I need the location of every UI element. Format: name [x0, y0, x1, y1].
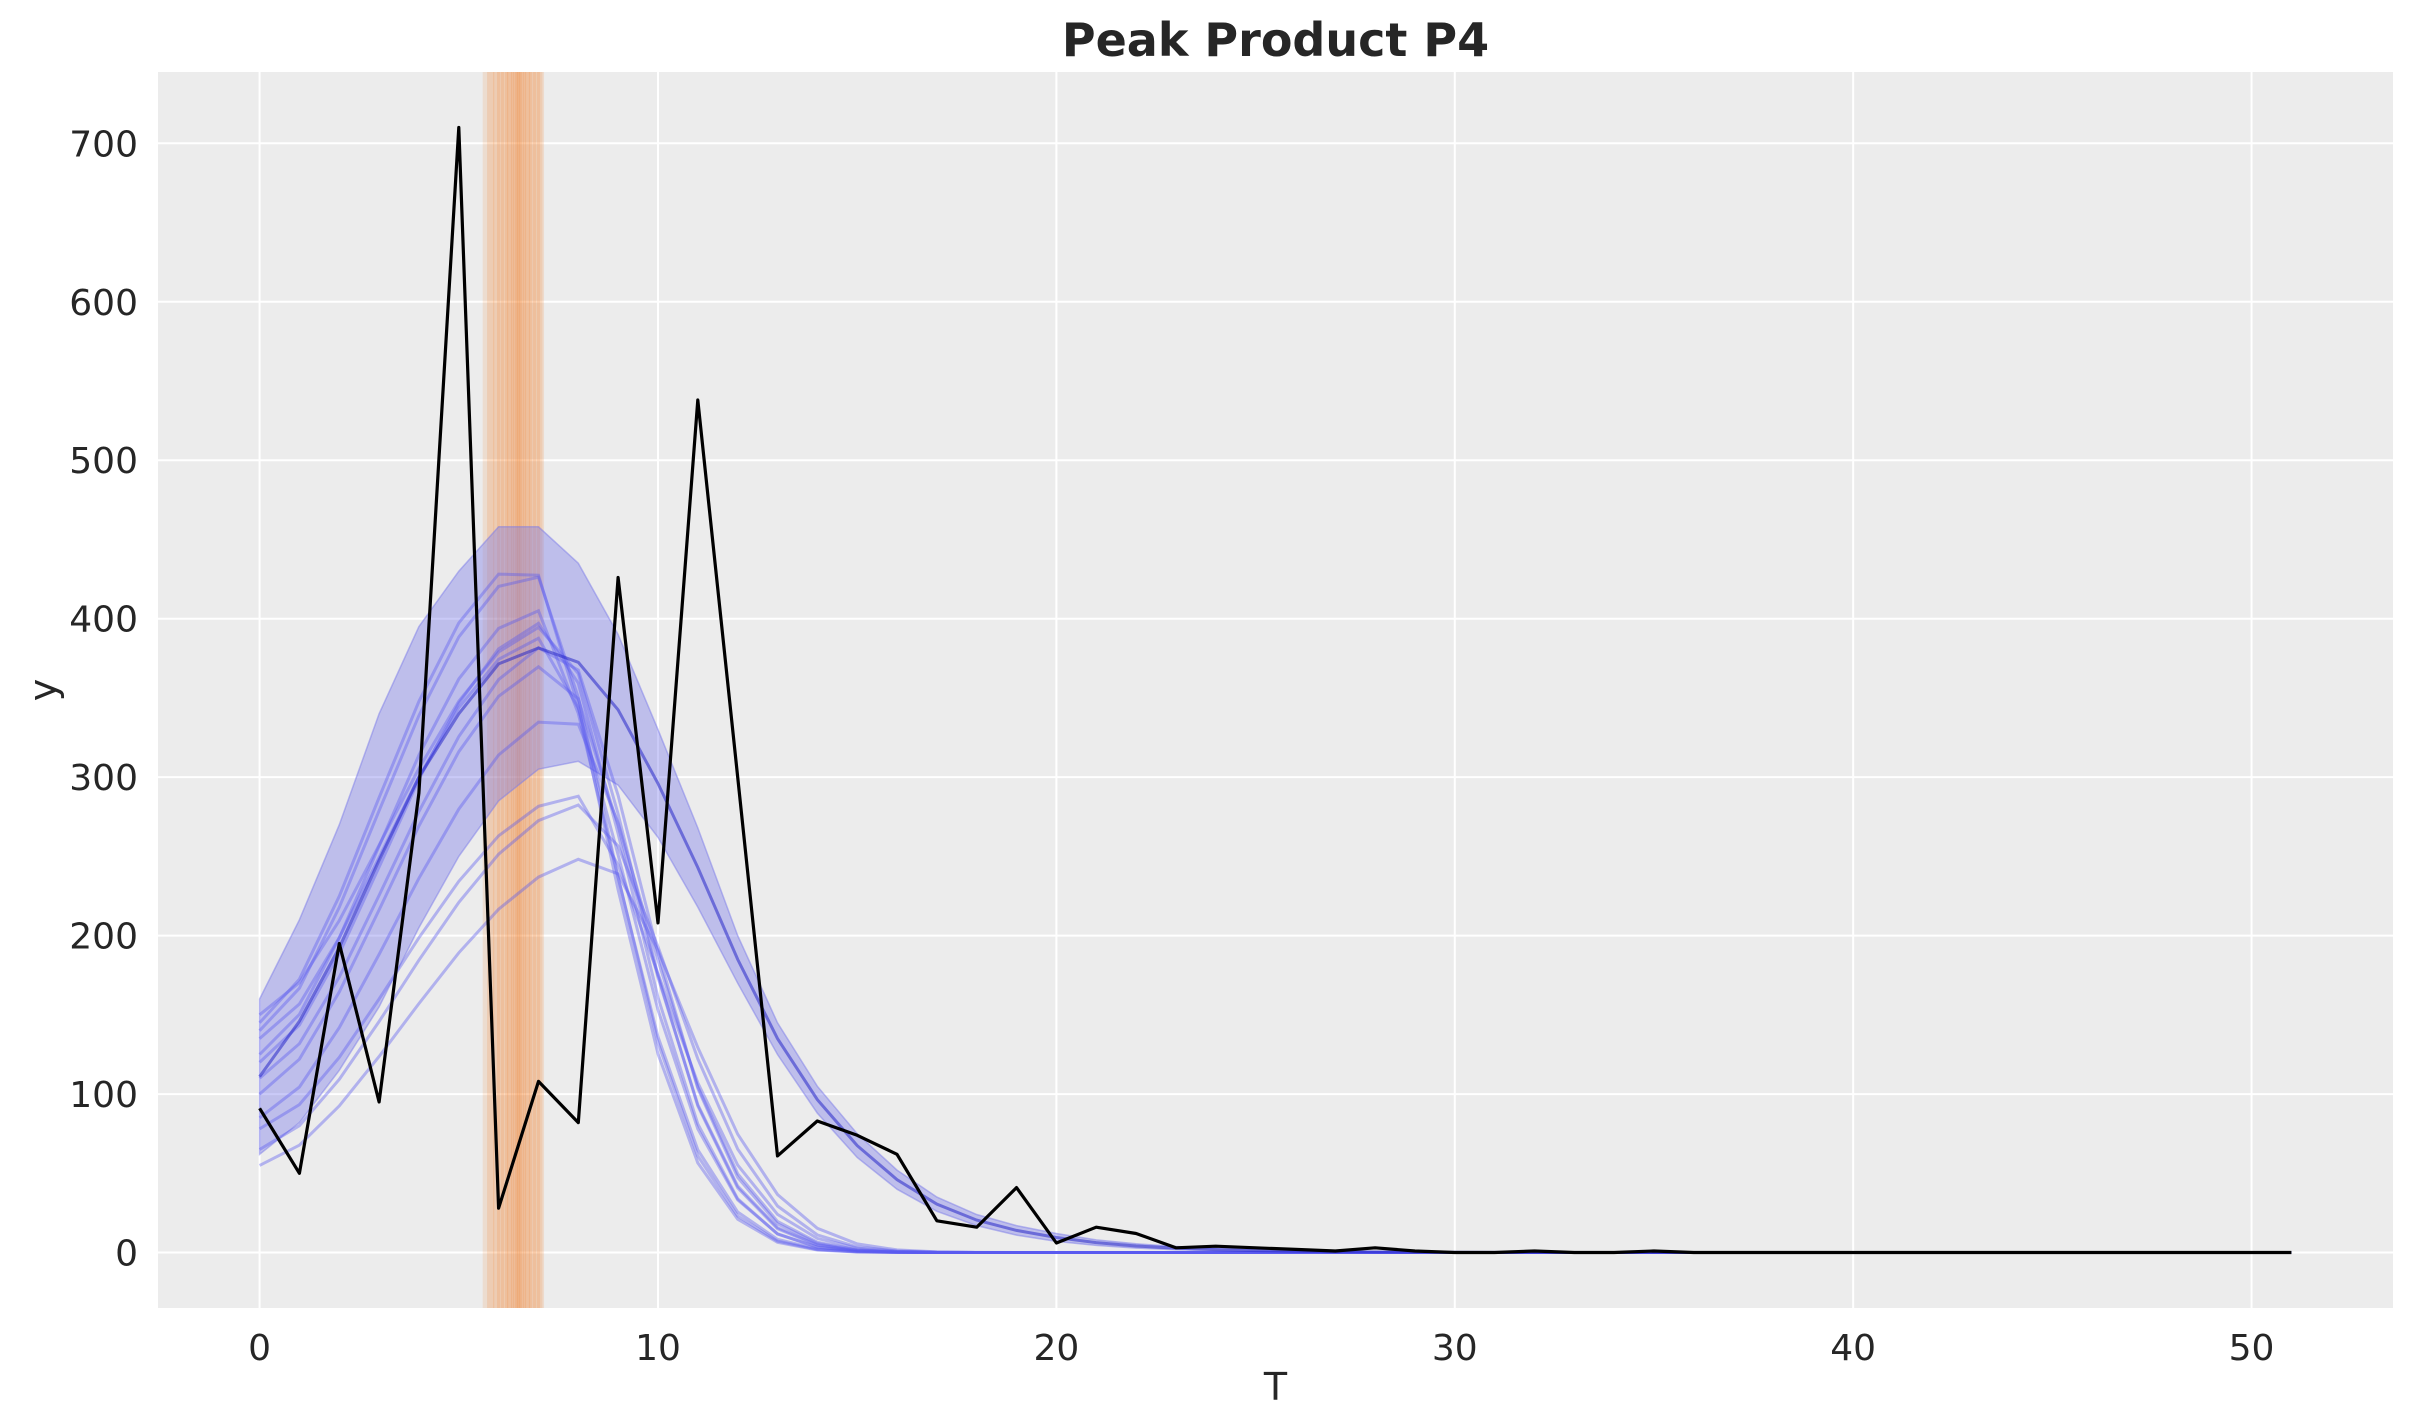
- grid: [158, 72, 2393, 1308]
- x-tick-label: 30: [1432, 1328, 1478, 1369]
- observed-line: [258, 125, 2292, 1255]
- peak-line: [501, 72, 509, 1308]
- peak-line: [516, 72, 525, 1308]
- x-tick-label: 10: [635, 1328, 681, 1369]
- peak-line: [512, 72, 521, 1308]
- peak-line: [505, 72, 513, 1308]
- peak-line: [497, 72, 505, 1308]
- peak-line: [487, 72, 495, 1308]
- y-tick-label: 200: [69, 917, 138, 958]
- peak-line: [532, 72, 541, 1308]
- y-tick-label: 300: [69, 758, 138, 799]
- x-tick-label: 20: [1033, 1328, 1079, 1369]
- x-tick-label: 0: [248, 1328, 271, 1369]
- y-tick-label: 100: [69, 1075, 138, 1116]
- x-axis-label: T: [1263, 1365, 1288, 1409]
- peak-line: [536, 72, 545, 1308]
- peak-line: [518, 72, 527, 1308]
- y-tick-label: 400: [69, 600, 138, 641]
- observed-series: [258, 125, 2292, 1255]
- peak-line: [522, 72, 531, 1308]
- peak-line: [524, 72, 533, 1308]
- peak-line: [510, 72, 519, 1308]
- peak-region: [482, 72, 545, 1308]
- x-tick-label: 50: [2229, 1328, 2275, 1369]
- peak-line: [493, 72, 501, 1308]
- y-axis-label: y: [21, 679, 65, 702]
- y-tick-label: 0: [115, 1234, 138, 1275]
- peak-line: [506, 72, 515, 1308]
- x-tick-label: 40: [1830, 1328, 1876, 1369]
- peak-line: [514, 72, 523, 1308]
- y-tick-label: 700: [69, 124, 138, 165]
- y-tick-label: 500: [69, 441, 138, 482]
- y-tick-label: 600: [69, 283, 138, 324]
- chart-title: Peak Product P4: [1062, 13, 1489, 67]
- peak-line: [528, 72, 537, 1308]
